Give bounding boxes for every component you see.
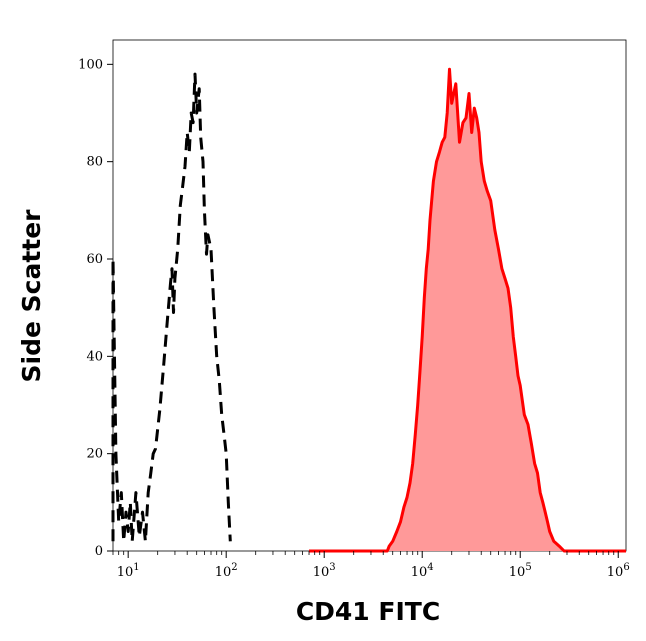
x-tick-label-3: 104: [411, 562, 434, 580]
y-tick-label-2: 40: [86, 349, 103, 364]
series-0-line: [111, 72, 232, 543]
x-axis-title: CD41 FITC: [296, 597, 440, 626]
x-tick-label-0: 101: [117, 562, 140, 580]
series-layer: [111, 67, 626, 553]
series-1-line: [309, 67, 626, 553]
x-tick-label-1: 102: [215, 562, 238, 580]
y-tick-label-0: 0: [95, 544, 103, 559]
ticks-layer: 0 20 40 60 80 100 101 102 103 104 105 106: [78, 57, 630, 580]
series-1-area: [309, 69, 626, 551]
x-tick-label-4: 105: [509, 562, 532, 580]
plot-frame: [112, 39, 627, 552]
y-tick-label-3: 60: [86, 252, 103, 267]
x-tick-label-5: 106: [607, 562, 630, 580]
y-axis-title: Side Scatter: [17, 209, 46, 383]
y-tick-label-1: 20: [86, 447, 103, 462]
y-tick-label-5: 100: [78, 57, 103, 72]
x-tick-label-2: 103: [313, 562, 336, 580]
y-tick-label-4: 80: [86, 155, 103, 170]
